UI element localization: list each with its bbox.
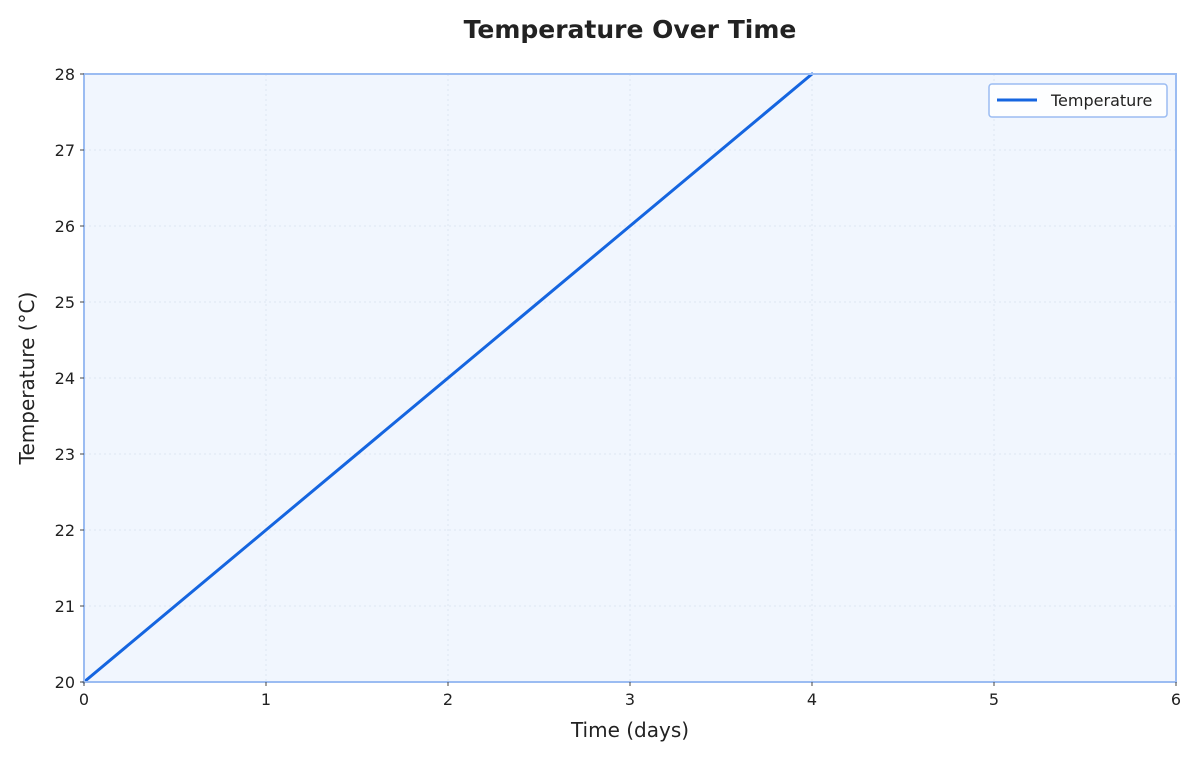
y-tick-label: 22 — [55, 521, 75, 540]
grid-lines — [84, 74, 1176, 682]
y-tick-label: 21 — [55, 597, 75, 616]
y-axis-ticks: 20 21 22 23 24 25 26 27 28 — [55, 65, 84, 692]
x-tick-label: 6 — [1171, 690, 1181, 709]
legend-label-temperature: Temperature — [1050, 91, 1152, 110]
y-tick-label: 28 — [55, 65, 75, 84]
legend: Temperature — [988, 83, 1168, 118]
y-tick-label: 20 — [55, 673, 75, 692]
x-tick-label: 4 — [807, 690, 817, 709]
chart-title: Temperature Over Time — [464, 15, 797, 44]
y-tick-label: 23 — [55, 445, 75, 464]
y-tick-label: 24 — [55, 369, 75, 388]
x-tick-label: 0 — [79, 690, 89, 709]
x-tick-label: 5 — [989, 690, 999, 709]
legend-box — [988, 83, 1168, 118]
x-tick-label: 1 — [261, 690, 271, 709]
x-axis-ticks: 0 1 2 3 4 5 6 — [79, 682, 1181, 709]
x-axis-label: Time (days) — [570, 718, 689, 742]
x-tick-label: 2 — [443, 690, 453, 709]
y-axis-label: Temperature (°C) — [15, 292, 39, 466]
y-tick-label: 26 — [55, 217, 75, 236]
x-tick-label: 3 — [625, 690, 635, 709]
series-layer — [82, 72, 814, 684]
y-tick-label: 27 — [55, 141, 75, 160]
series-line-temperature — [82, 72, 814, 684]
y-tick-label: 25 — [55, 293, 75, 312]
